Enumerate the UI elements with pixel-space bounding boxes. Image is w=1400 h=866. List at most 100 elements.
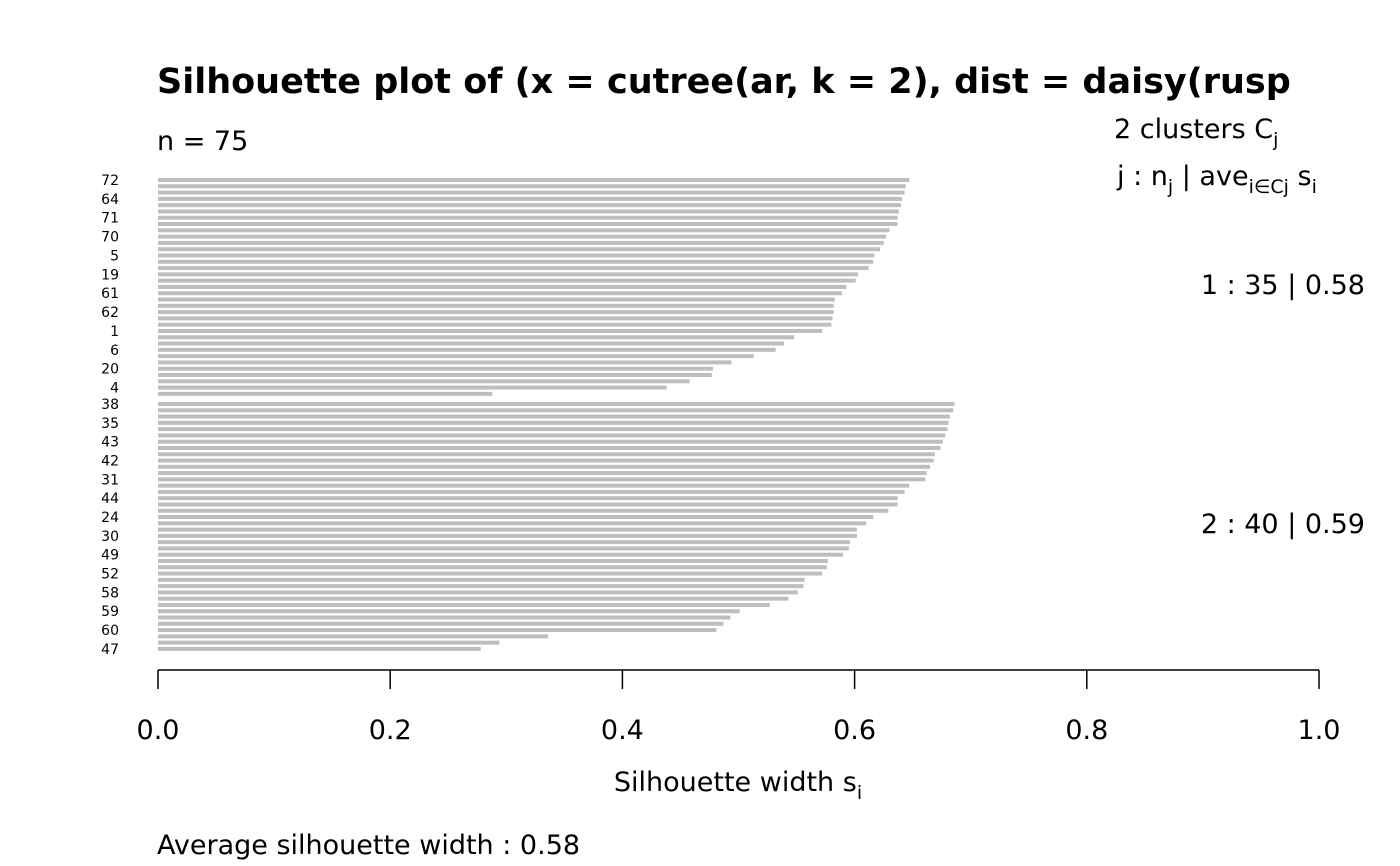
silhouette-bar (158, 602, 770, 607)
silhouette-bar (158, 385, 667, 390)
legend-header-1: 2 clusters Cj (1114, 114, 1278, 151)
silhouette-bar (158, 366, 713, 371)
silhouette-bar (158, 515, 874, 520)
silhouette-bar (158, 240, 884, 245)
silhouette-bar (158, 408, 954, 413)
silhouette-bar (158, 646, 481, 651)
silhouette-bar (158, 335, 795, 340)
x-axis: 0.0 0.2 0.4 0.6 0.8 1.0 (137, 669, 1341, 746)
silhouette-bar (158, 190, 905, 195)
silhouette-bar (158, 303, 834, 308)
observation-label: 1 (110, 324, 119, 340)
cluster-1-summary: 1 : 35 | 0.58 (1201, 270, 1365, 301)
silhouette-bar (158, 433, 946, 438)
silhouette-bar (158, 508, 889, 513)
observation-label: 6 (110, 343, 119, 359)
silhouette-bar (158, 234, 886, 239)
silhouette-bar (158, 445, 941, 450)
silhouette-bar (158, 310, 834, 315)
silhouette-bar (158, 372, 712, 377)
silhouette-bar (158, 496, 898, 501)
observation-label: 30 (101, 529, 119, 545)
silhouette-bar (158, 316, 833, 321)
silhouette-bar (158, 546, 849, 551)
silhouette-bar (158, 571, 823, 576)
x-tick-label: 0.4 (601, 715, 644, 746)
silhouette-bar (158, 577, 805, 582)
x-tick-label: 1.0 (1298, 715, 1341, 746)
silhouette-bar (158, 483, 910, 488)
silhouette-bar (158, 628, 717, 633)
legend-header: 2 clusters Cj j : nj | avei∈Cj si (1114, 114, 1317, 198)
silhouette-bar (158, 634, 549, 639)
observation-label: 43 (101, 435, 119, 451)
silhouette-bar (158, 360, 732, 365)
observation-label: 70 (101, 230, 119, 246)
silhouette-bar (158, 527, 857, 532)
silhouette-bar (158, 278, 856, 283)
silhouette-bar (158, 379, 690, 384)
silhouette-bar (158, 297, 835, 302)
silhouette-bar (158, 178, 910, 182)
silhouette-bar (158, 184, 906, 189)
silhouette-bar (158, 284, 847, 289)
observation-label: 52 (101, 567, 119, 583)
silhouette-bar (158, 347, 776, 352)
observation-label: 71 (101, 211, 119, 227)
observation-label: 38 (101, 397, 119, 413)
observation-label: 19 (101, 267, 119, 283)
silhouette-bar (158, 259, 874, 264)
silhouette-bar (158, 266, 869, 271)
silhouette-bar (158, 427, 948, 432)
silhouette-bar (158, 452, 935, 457)
cluster-2-summary: 2 : 40 | 0.59 (1201, 509, 1365, 540)
observation-label: 35 (101, 416, 119, 432)
silhouette-bar (158, 609, 740, 614)
silhouette-bar (158, 196, 903, 201)
silhouette-bar (158, 590, 798, 595)
observation-label: 44 (101, 491, 119, 507)
silhouette-bar (158, 253, 875, 258)
observation-label: 5 (110, 248, 119, 264)
silhouette-bar (158, 391, 493, 396)
observation-labels: 72 64 71 70 5 19 61 62 1 6 20 438 35 43 42 31 44 24 30 49 52… (101, 173, 119, 658)
silhouette-bar (158, 222, 898, 227)
silhouette-bar (158, 615, 731, 620)
silhouette-bar (158, 477, 926, 482)
silhouette-bar (158, 552, 843, 557)
silhouette-bar (158, 621, 724, 626)
observation-label: 64 (101, 192, 119, 208)
silhouette-bar (158, 640, 500, 645)
observation-label: 31 (101, 472, 119, 488)
observation-label: 72 (101, 173, 119, 189)
observation-label: 24 (101, 510, 119, 526)
silhouette-bar (158, 203, 902, 208)
observation-label: 59 (101, 604, 119, 620)
silhouette-bar (158, 565, 827, 570)
observation-label: 42 (101, 454, 119, 470)
silhouette-bar (158, 471, 927, 476)
silhouette-bar (158, 247, 881, 252)
x-tick-label: 0.8 (1065, 715, 1108, 746)
silhouette-bar (158, 521, 867, 526)
chart-title: Silhouette plot of (x = cutree(ar, k = 2… (157, 62, 1291, 102)
observation-label: 58 (101, 585, 119, 601)
silhouette-bar (158, 540, 850, 545)
silhouette-bar (158, 228, 890, 233)
silhouette-bar (158, 414, 950, 419)
silhouette-bar (158, 209, 899, 214)
silhouette-bar (158, 341, 784, 346)
silhouette-bar (158, 215, 898, 220)
silhouette-bar (158, 439, 943, 444)
silhouette-bar (158, 420, 949, 425)
x-axis-label: Silhouette width si (614, 767, 862, 804)
observation-label: 4 (110, 381, 119, 397)
n-label: n = 75 (157, 126, 248, 157)
silhouette-bar (158, 584, 804, 589)
observation-label: 20 (101, 362, 119, 378)
silhouette-bar (158, 596, 789, 601)
silhouette-bar (158, 354, 754, 359)
silhouette-bar (158, 272, 859, 277)
bars (158, 178, 955, 651)
